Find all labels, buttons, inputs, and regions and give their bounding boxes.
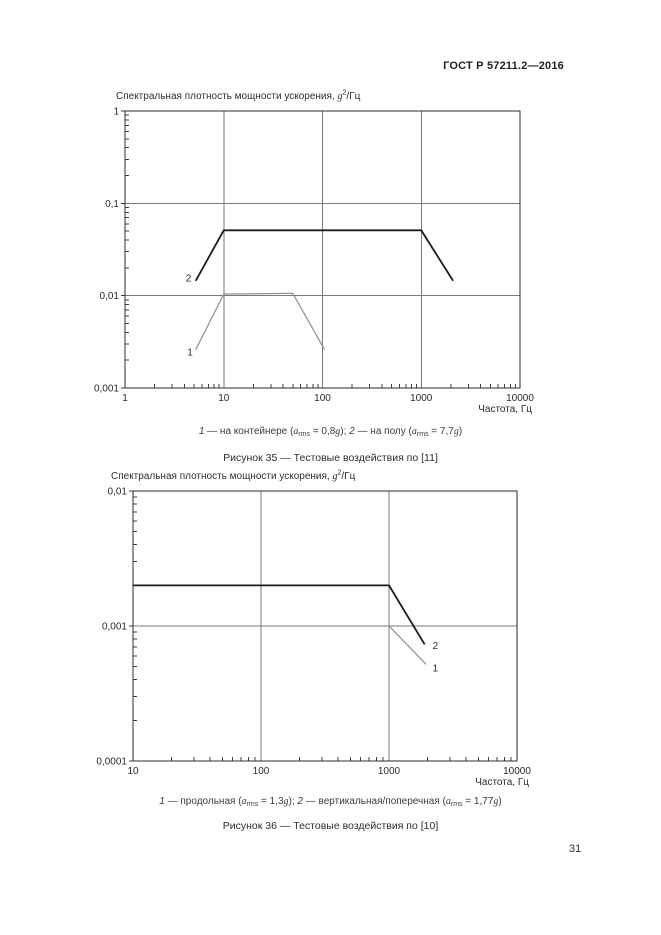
legend-var-a: a — [411, 426, 417, 437]
figure36-chart-x-tick-labels: 10 100 1000 10000 — [127, 766, 531, 777]
legend-var-a: a — [293, 426, 299, 437]
figure36-chart-series-label-1: 1 — [433, 663, 439, 674]
legend-var-a: a — [445, 796, 451, 807]
legend-sub-rms: rms — [450, 801, 463, 808]
legend-var-g: g — [283, 796, 289, 807]
svg-text:100: 100 — [314, 393, 331, 404]
svg-text:10: 10 — [218, 393, 230, 404]
svg-text:10: 10 — [127, 766, 139, 777]
figure36-chart-gridlines — [133, 491, 517, 761]
figure36-chart-x-axis-label: Частота, Гц — [475, 777, 529, 788]
legend-var-g: g — [335, 426, 341, 437]
axis-title-unit: /Гц — [346, 91, 361, 102]
svg-text:100: 100 — [253, 766, 270, 777]
axis-title-text: Спектральная плотность мощности ускорени… — [111, 471, 333, 482]
figure36-caption: Рисунок 36 — Тестовые воздействия по [10… — [222, 820, 439, 832]
axis-title-unit: /Гц — [341, 471, 356, 482]
figure36-axis-title: Спектральная плотность мощности ускорени… — [111, 469, 356, 482]
figure35-legend: 1 — на контейнере (arms = 0,8g); 2 — на … — [0, 426, 661, 438]
axis-title-var: g — [332, 471, 338, 482]
figure36-chart-series-label-2: 2 — [433, 641, 439, 652]
axis-title-text: Спектральная плотность мощности ускорени… — [116, 91, 338, 102]
legend-var-g: g — [493, 796, 499, 807]
legend-sub-rms: rms — [246, 801, 259, 808]
figure35-chart-gridlines — [125, 111, 520, 388]
figure35-chart: 1 10 100 1000 10000 1 0,1 0,01 0,001 Частота, Гц 2… — [94, 107, 534, 416]
legend-sub-rms: rms — [298, 431, 310, 438]
svg-text:0,001: 0,001 — [102, 622, 127, 633]
svg-text:0,001: 0,001 — [94, 384, 119, 395]
svg-text:0,01: 0,01 — [100, 291, 120, 302]
legend-text: ); — [340, 426, 350, 437]
svg-text:1000: 1000 — [410, 393, 433, 404]
figure36-legend: 1 — продольная (arms = 1,3g); 2 — вертик… — [0, 796, 661, 808]
legend-text: = 0,8 — [309, 426, 336, 437]
legend-text: — на полу ( — [354, 426, 412, 437]
legend-text: = 7,7 — [428, 426, 454, 437]
legend-text: = 1,77 — [462, 796, 494, 807]
legend-text: — продольная ( — [164, 796, 242, 807]
legend-text: ); — [288, 796, 298, 807]
svg-text:0,1: 0,1 — [105, 199, 119, 210]
figure36-chart-y-tick-labels: 0,01 0,001 0,0001 — [96, 487, 127, 768]
document-header: ГОСТ Р 57211.2—2016 — [443, 60, 564, 72]
svg-text:0,01: 0,01 — [108, 487, 128, 498]
figure36-chart: 10 100 1000 10000 0,01 0,001 0,0001 Частота, Гц… — [96, 487, 531, 789]
legend-key-2: 2 — [349, 426, 355, 437]
figure35-chart-series-2 — [194, 229, 454, 282]
svg-text:1: 1 — [113, 107, 119, 118]
legend-var-g: g — [453, 426, 459, 437]
figure35-chart-y-tick-labels: 1 0,1 0,01 0,001 — [94, 107, 119, 395]
figure35-chart-x-axis-label: Частота, Гц — [478, 404, 532, 415]
figure36-chart-frame — [132, 490, 518, 762]
figure35-axis-title: Спектральная плотность мощности ускорени… — [116, 89, 361, 102]
figure35-chart-x-tick-labels: 1 10 100 1000 10000 — [122, 393, 534, 404]
figure35-chart-series-label-1: 1 — [187, 348, 193, 359]
svg-text:0,0001: 0,0001 — [96, 757, 127, 768]
svg-text:10000: 10000 — [506, 393, 534, 404]
figure35-chart-frame — [124, 110, 521, 389]
legend-text: ) — [458, 426, 463, 437]
legend-var-a: a — [241, 796, 247, 807]
svg-text:1: 1 — [122, 393, 128, 404]
legend-text: — вертикальная/поперечная ( — [302, 796, 446, 807]
figure36-chart-series-2 — [133, 584, 426, 645]
legend-sub-rms: rms — [416, 431, 429, 438]
figure36-chart-ticks — [129, 490, 512, 762]
svg-text:10000: 10000 — [503, 766, 531, 777]
axis-title-var: g — [337, 91, 343, 102]
axis-title-sup: 2 — [337, 469, 342, 477]
legend-key-2: 2 — [297, 796, 303, 807]
legend-text: ) — [498, 796, 502, 807]
svg-text:1000: 1000 — [378, 766, 401, 777]
figure36-chart-series-1 — [388, 625, 427, 665]
figure35-caption: Рисунок 35 — Тестовые воздействия по [11… — [223, 452, 438, 464]
figure35-chart-series-1 — [195, 292, 326, 350]
figure35-chart-ticks — [121, 110, 516, 389]
legend-key-1: 1 — [198, 426, 205, 437]
legend-text: — на контейнере ( — [204, 426, 294, 437]
legend-key-1: 1 — [159, 796, 165, 807]
legend-text: = 1,3 — [258, 796, 284, 807]
axis-title-sup: 2 — [342, 89, 347, 97]
page-number: 31 — [569, 843, 582, 855]
figure35-chart-series-label-2: 2 — [186, 274, 192, 285]
